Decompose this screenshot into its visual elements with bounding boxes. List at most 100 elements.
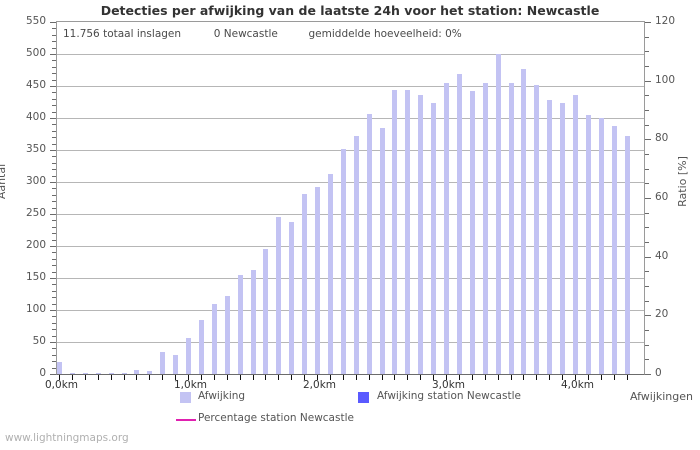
y2-tick-major xyxy=(645,374,651,375)
bar xyxy=(599,118,604,374)
x-tick xyxy=(291,375,292,380)
y2-tick-major xyxy=(645,139,651,140)
y-tick-minor xyxy=(52,80,56,81)
y-tick-minor xyxy=(52,304,56,305)
x-axis-title: Afwijkingen xyxy=(629,390,693,403)
x-tick xyxy=(498,375,499,380)
y2-tick-major xyxy=(645,22,651,23)
bar xyxy=(392,90,397,374)
y-axis-label: 450 xyxy=(25,79,46,91)
x-tick xyxy=(240,375,241,380)
x-tick xyxy=(369,375,370,380)
x-tick xyxy=(575,375,576,380)
bar xyxy=(57,362,62,374)
bar xyxy=(70,373,75,374)
y-tick-minor xyxy=(52,323,56,324)
bar xyxy=(367,114,372,374)
y-tick-minor xyxy=(52,67,56,68)
y2-tick-minor xyxy=(645,359,649,360)
gridline xyxy=(57,118,644,119)
y-tick-major xyxy=(50,54,56,55)
x-axis-label: 1,0km xyxy=(174,379,208,391)
bar xyxy=(560,103,565,374)
chart-title: Detecties per afwijking van de laatste 2… xyxy=(100,3,600,18)
x-tick xyxy=(433,375,434,380)
y-tick-minor xyxy=(52,28,56,29)
x-tick xyxy=(149,375,150,380)
y2-axis-label: 20 xyxy=(655,308,669,320)
bar xyxy=(134,370,139,374)
bar xyxy=(431,103,436,374)
y2-axis-label: 0 xyxy=(655,367,662,379)
bar xyxy=(521,69,526,374)
y-tick-minor xyxy=(52,41,56,42)
x-axis-label: 4,0km xyxy=(561,379,595,391)
bar xyxy=(173,355,178,374)
y-tick-minor xyxy=(52,176,56,177)
y2-tick-minor xyxy=(645,345,649,346)
x-tick xyxy=(227,375,228,380)
y2-tick-minor xyxy=(645,125,649,126)
bar xyxy=(147,371,152,374)
y-tick-minor xyxy=(52,137,56,138)
x-tick xyxy=(485,375,486,380)
x-tick xyxy=(562,375,563,380)
x-tick xyxy=(111,375,112,380)
y-axis-label: 400 xyxy=(25,111,46,123)
y-tick-minor xyxy=(52,163,56,164)
bar xyxy=(380,128,385,374)
y-axis-label: 0 xyxy=(39,367,46,379)
y-tick-minor xyxy=(52,169,56,170)
y-tick-major xyxy=(50,86,56,87)
y-tick-minor xyxy=(52,105,56,106)
bar xyxy=(251,270,256,374)
y-tick-major xyxy=(50,182,56,183)
watermark: www.lightningmaps.org xyxy=(5,432,129,444)
x-tick xyxy=(588,375,589,380)
y-tick-minor xyxy=(52,144,56,145)
x-tick xyxy=(459,375,460,380)
bar xyxy=(289,222,294,374)
bar xyxy=(586,115,591,374)
x-tick xyxy=(407,375,408,380)
gridline xyxy=(57,54,644,55)
bar xyxy=(483,83,488,374)
y-tick-minor xyxy=(52,227,56,228)
subtitle-total: 11.756 totaal inslagen xyxy=(63,28,182,40)
y-tick-minor xyxy=(52,329,56,330)
bar xyxy=(83,373,88,374)
y-tick-minor xyxy=(52,316,56,317)
x-tick xyxy=(265,375,266,380)
y-tick-minor xyxy=(52,124,56,125)
y-tick-minor xyxy=(52,131,56,132)
x-tick xyxy=(420,375,421,380)
y2-axis-label: 40 xyxy=(655,250,669,262)
y2-tick-minor xyxy=(645,110,649,111)
legend-label: Percentage station Newcastle xyxy=(198,412,354,424)
chart-subtitle: 11.756 totaal inslagen 0 Newcastle gemid… xyxy=(63,28,462,40)
legend-color-swatch xyxy=(180,392,191,403)
y2-tick-major xyxy=(645,198,651,199)
y2-axis-label: 120 xyxy=(655,15,676,27)
y-tick-minor xyxy=(52,233,56,234)
x-tick xyxy=(446,375,447,380)
gridline xyxy=(57,182,644,183)
y-tick-minor xyxy=(52,368,56,369)
bar xyxy=(496,54,501,374)
y-tick-minor xyxy=(52,259,56,260)
bar xyxy=(122,373,127,374)
y2-tick-major xyxy=(645,315,651,316)
bar xyxy=(418,95,423,374)
y2-tick-minor xyxy=(645,271,649,272)
y-tick-minor xyxy=(52,48,56,49)
x-tick xyxy=(278,375,279,380)
x-tick xyxy=(356,375,357,380)
y2-tick-minor xyxy=(645,154,649,155)
legend-color-swatch xyxy=(358,392,369,403)
bar xyxy=(341,149,346,374)
bar xyxy=(509,83,514,374)
gridline xyxy=(57,310,644,311)
y-tick-minor xyxy=(52,73,56,74)
x-tick xyxy=(523,375,524,380)
x-tick xyxy=(601,375,602,380)
